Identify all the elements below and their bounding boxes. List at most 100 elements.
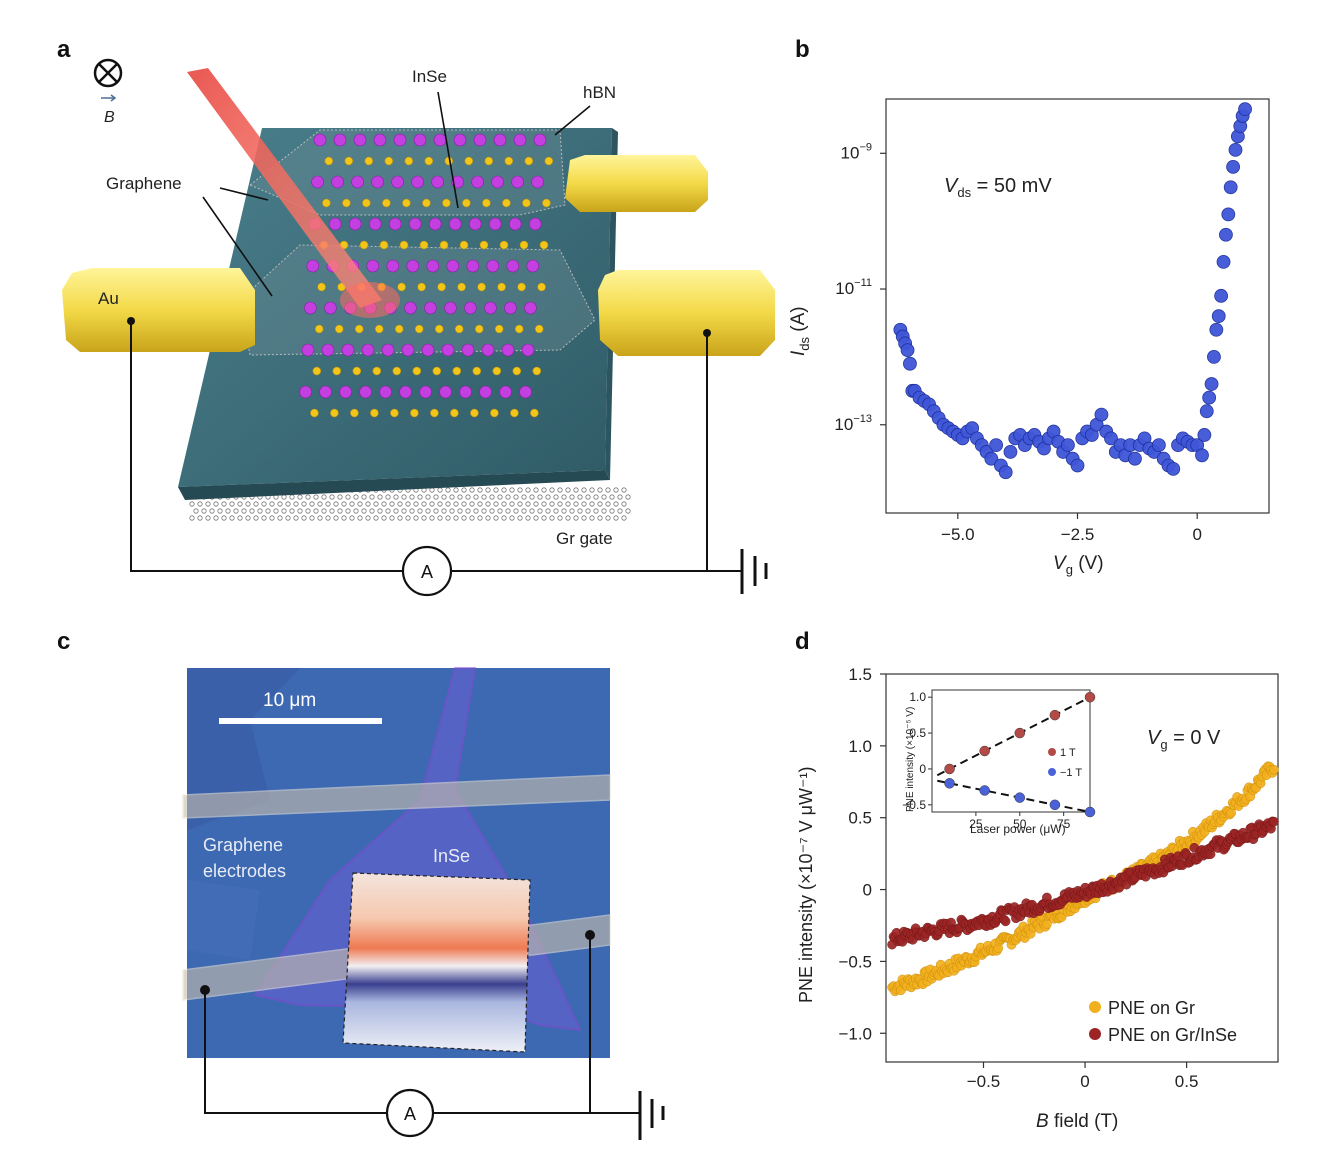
gr-gate-atom xyxy=(229,501,235,507)
panel-b-data-point xyxy=(1221,207,1236,222)
selenium-atom xyxy=(442,198,451,208)
panel-b-plot-frame xyxy=(885,98,1270,514)
selenium-atom xyxy=(350,408,359,418)
selenium-atom xyxy=(314,324,324,334)
ammeter-a-label: A xyxy=(421,562,433,582)
gr-gate-atom xyxy=(209,508,215,514)
gr-gate-atom xyxy=(269,501,275,507)
graphene-electrodes-label-line2: electrodes xyxy=(203,861,286,881)
gr-gate-atom xyxy=(377,508,383,514)
selenium-atom xyxy=(477,282,486,292)
selenium-atom xyxy=(457,282,466,292)
gr-gate-atom xyxy=(461,501,467,507)
gr-gate-atom xyxy=(453,487,459,493)
gr-gate-atom xyxy=(321,494,327,500)
gr-gate-atom xyxy=(497,508,503,514)
panel-b-data-point xyxy=(1202,390,1217,405)
panel-b-data-point xyxy=(1219,227,1233,242)
gr-gate-atom xyxy=(537,508,543,514)
gr-gate-atom xyxy=(501,501,507,507)
gr-gate-atom xyxy=(445,515,451,521)
selenium-atom xyxy=(514,324,524,334)
indium-atom xyxy=(366,259,380,273)
ammeter-a xyxy=(401,545,453,597)
selenium-atom xyxy=(370,408,379,418)
selenium-atom xyxy=(432,366,442,376)
panel-letter-b: b xyxy=(795,36,810,63)
inset-ticks: 25 50 75 1.0 0.5 0 −0.5 xyxy=(902,690,1070,831)
gr-gate-atom xyxy=(401,494,407,500)
inset-fit-line-minus1t xyxy=(937,779,1091,813)
gr-gate-atom xyxy=(449,508,455,514)
selenium-atom xyxy=(384,156,394,166)
gr-gate-atom xyxy=(605,515,611,521)
gr-gate-atom xyxy=(245,501,251,507)
selenium-atom xyxy=(482,198,491,208)
gr-gate-atom xyxy=(533,515,539,521)
selenium-atom xyxy=(324,156,334,166)
gr-gate-atom xyxy=(469,501,475,507)
indium-atom xyxy=(406,259,420,273)
gr-gate-atom xyxy=(477,515,483,521)
gr-gate-atom xyxy=(457,508,463,514)
selenium-atom xyxy=(472,366,482,376)
selenium-atom xyxy=(462,198,471,208)
gr-gate-atom xyxy=(201,508,207,514)
gr-gate-atom xyxy=(597,487,603,493)
indium-atom xyxy=(428,217,442,231)
gr-gate-atom xyxy=(301,515,307,521)
panel-d-ytick-label: 1.0 xyxy=(848,737,872,756)
gr-gate-atom xyxy=(453,501,459,507)
gr-gate-atom xyxy=(361,494,367,500)
selenium-atom xyxy=(424,156,434,166)
gr-gate-atom xyxy=(189,501,195,507)
indium-atom xyxy=(491,175,504,189)
selenium-atom xyxy=(474,324,484,334)
inset-fit-line-1t xyxy=(936,696,1091,777)
gr-gate-atom xyxy=(617,494,623,500)
indium-atom xyxy=(311,175,324,189)
gr-gate-atom xyxy=(437,515,443,521)
gr-gate-atom xyxy=(613,487,619,493)
gr-gate-atom xyxy=(389,515,395,521)
selenium-atom xyxy=(522,198,531,208)
gr-gate-atom xyxy=(521,508,527,514)
indium-atom xyxy=(341,343,355,357)
gr-gate-atom xyxy=(541,487,547,493)
gr-gate-atom xyxy=(297,494,303,500)
inset-point-minus1t xyxy=(1049,799,1061,811)
selenium-atom xyxy=(382,198,391,208)
gr-gate-atom xyxy=(513,508,519,514)
indium-atom xyxy=(524,301,537,315)
selenium-atom xyxy=(399,240,409,250)
gr-gate-atom xyxy=(381,501,387,507)
circuit-a xyxy=(127,317,768,594)
gr-gate-atom xyxy=(549,501,555,507)
indium-atom xyxy=(331,175,344,189)
laser-beam xyxy=(187,68,400,318)
selenium-atom xyxy=(450,408,459,418)
gr-gate-atom xyxy=(565,501,571,507)
gr-gate-atom xyxy=(469,487,475,493)
selenium-atom xyxy=(374,324,384,334)
indium-atom xyxy=(306,259,320,273)
gr-gate-atom xyxy=(609,508,615,514)
gr-gate-atom xyxy=(625,494,631,500)
gr-gate-atom xyxy=(341,515,347,521)
indium-atom xyxy=(313,133,327,147)
gr-gate-atom xyxy=(413,515,419,521)
panel-b-data-point xyxy=(1197,428,1212,442)
gr-gate-atom xyxy=(405,515,411,521)
panel-b-data-point xyxy=(1061,438,1075,453)
selenium-atom xyxy=(502,198,511,208)
indium-atom xyxy=(441,343,455,357)
indium-atom xyxy=(426,259,440,273)
gr-gate-atom xyxy=(529,494,535,500)
gr-gate-atom xyxy=(593,494,599,500)
indium-atom xyxy=(501,343,515,357)
indium-atom xyxy=(508,217,522,231)
gr-gate-atom xyxy=(309,515,315,521)
panel-b-data-point xyxy=(1214,288,1229,303)
gr-gate-atom xyxy=(545,494,551,500)
gr-gate-atom xyxy=(557,501,563,507)
